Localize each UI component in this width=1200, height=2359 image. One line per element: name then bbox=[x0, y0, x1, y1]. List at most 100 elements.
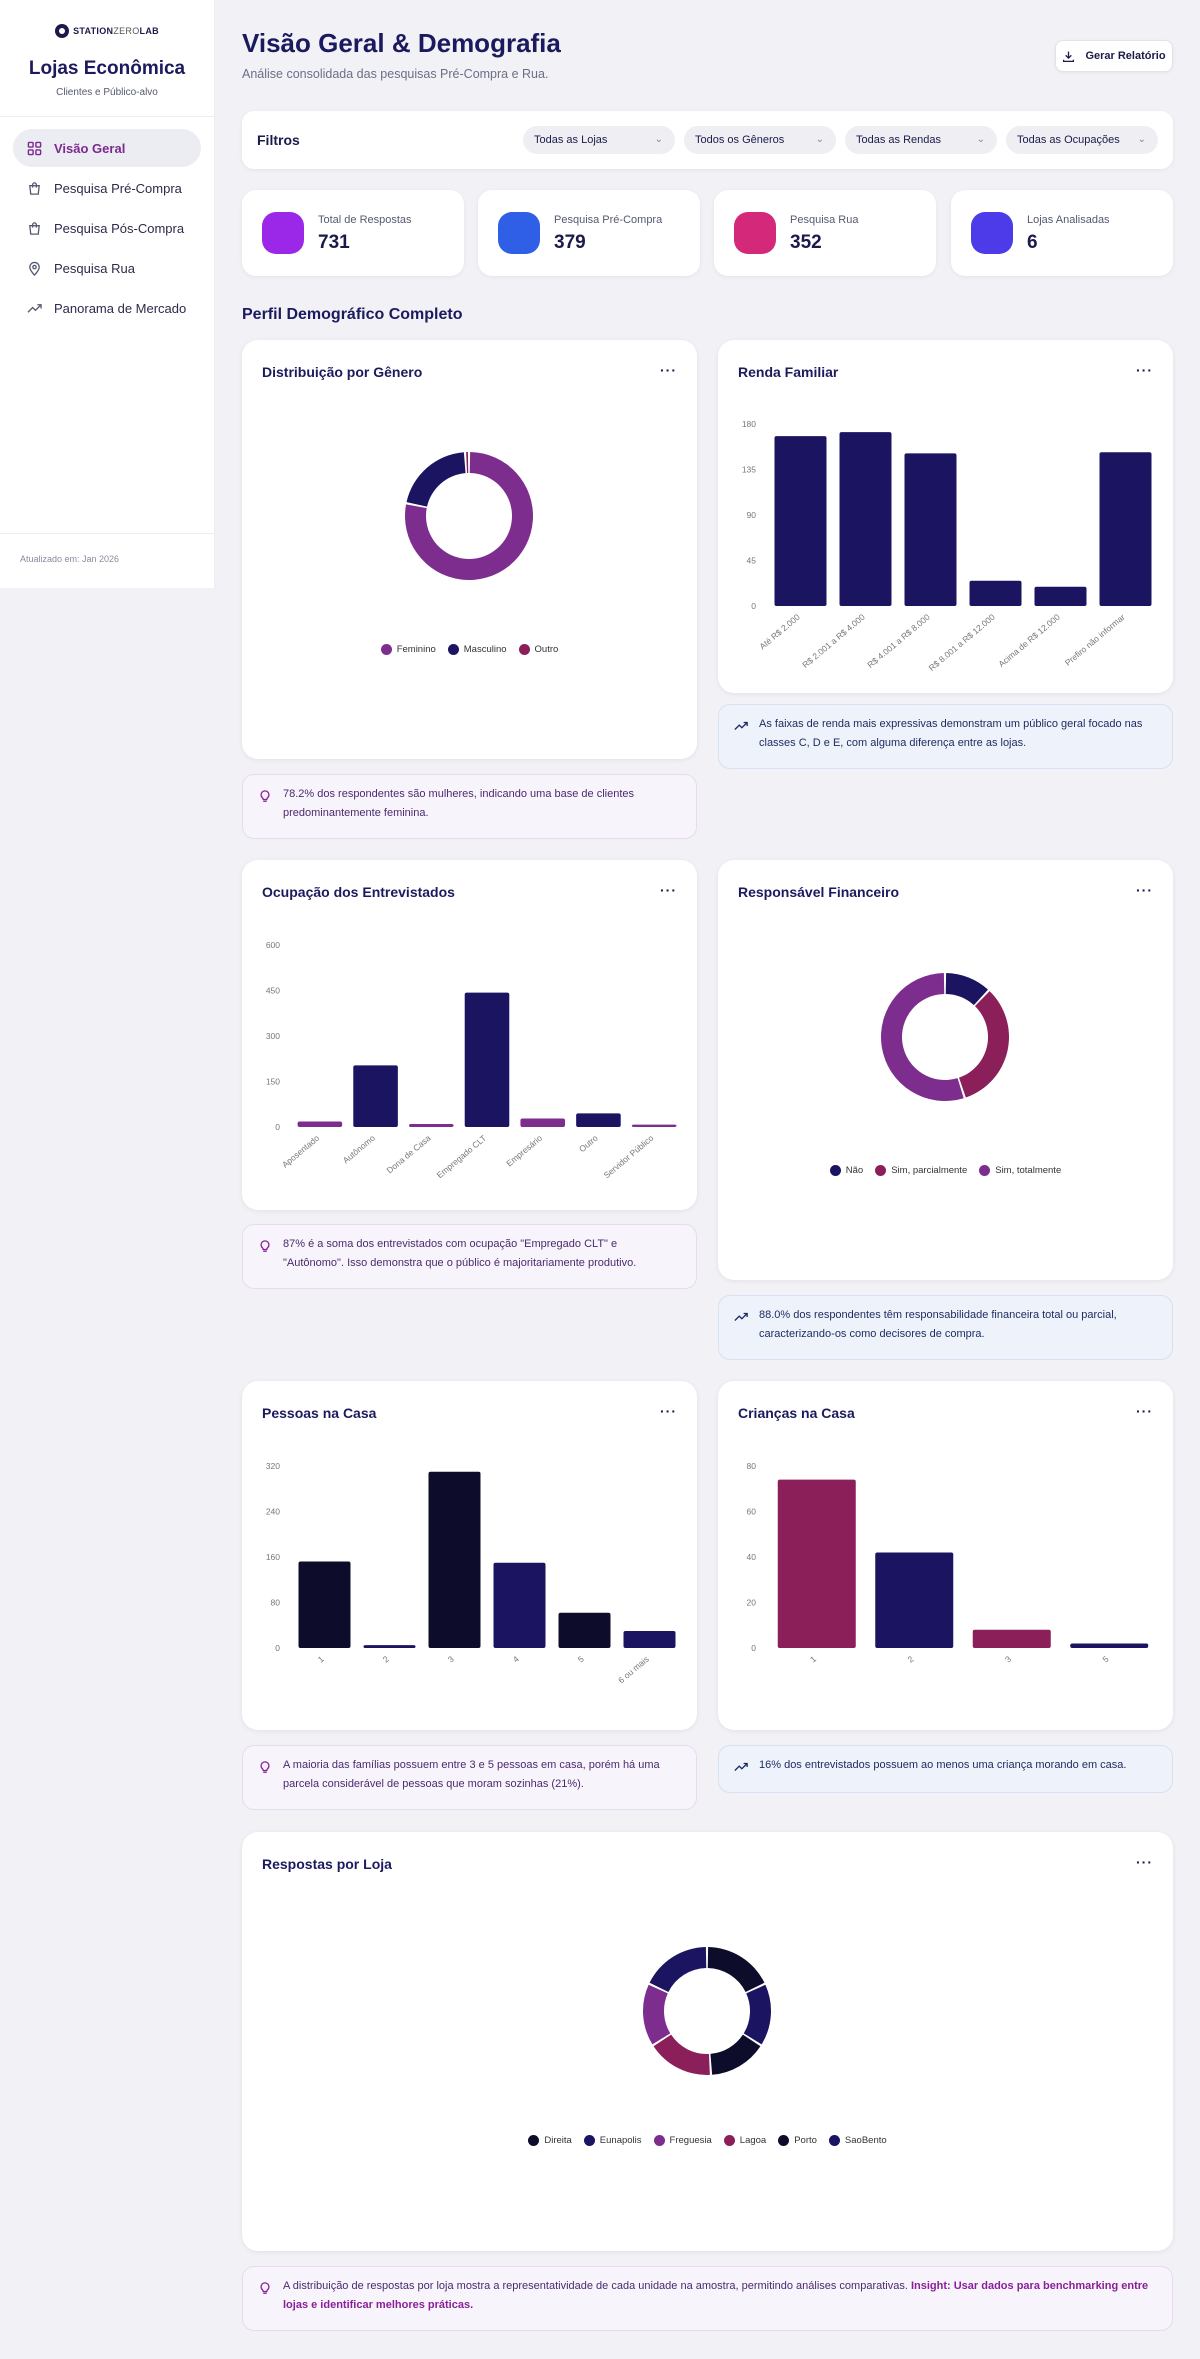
legend-item[interactable]: Não bbox=[829, 1165, 863, 1176]
bar[interactable] bbox=[623, 1630, 676, 1648]
more-options-button[interactable]: ··· bbox=[660, 362, 677, 378]
gender-filter-select[interactable]: Todos os Gêneros ⌄ bbox=[684, 126, 836, 154]
legend-label: Feminino bbox=[396, 644, 436, 655]
trending-up-icon bbox=[734, 1762, 748, 1771]
sidebar-item-pesquisa-rua[interactable]: Pesquisa Rua bbox=[13, 249, 201, 287]
y-tick-label: 0 bbox=[275, 1122, 280, 1132]
more-options-button[interactable]: ··· bbox=[1136, 1403, 1153, 1419]
legend-item[interactable]: Sim, parcialmente bbox=[875, 1165, 967, 1176]
bar[interactable] bbox=[904, 453, 957, 606]
sidebar-item-pesquisa-pre-compra[interactable]: Pesquisa Pré-Compra bbox=[13, 169, 201, 207]
chevron-down-icon: ⌄ bbox=[654, 134, 663, 145]
stat-label: Total de Respostas bbox=[318, 214, 412, 226]
bar[interactable] bbox=[428, 1471, 481, 1648]
bar[interactable] bbox=[576, 1113, 621, 1127]
stat-value: 731 bbox=[318, 232, 350, 253]
donut-slice[interactable] bbox=[710, 2034, 761, 2075]
bar[interactable] bbox=[297, 1121, 343, 1127]
gender-insight: 78.2% dos respondentes são mulheres, ind… bbox=[242, 774, 697, 839]
children-insight: 16% dos entrevistados possuem ao menos u… bbox=[718, 1745, 1173, 1793]
stat-icon bbox=[734, 212, 776, 254]
x-tick-label: 2 bbox=[905, 1654, 915, 1665]
bar[interactable] bbox=[464, 992, 510, 1127]
bar[interactable] bbox=[631, 1124, 677, 1127]
sidebar-item-panorama-de-mercado[interactable]: Panorama de Mercado bbox=[13, 289, 201, 327]
donut-slice[interactable] bbox=[649, 1947, 707, 1993]
more-options-button[interactable]: ··· bbox=[1136, 1854, 1153, 1870]
legend-item[interactable]: Eunapolis bbox=[583, 2135, 642, 2146]
donut-slice[interactable] bbox=[406, 452, 466, 507]
legend-item[interactable]: Feminino bbox=[380, 644, 436, 655]
legend-item[interactable]: Masculino bbox=[447, 644, 507, 655]
legend-item[interactable]: Outro bbox=[518, 644, 558, 655]
bar[interactable] bbox=[558, 1612, 611, 1648]
bar[interactable] bbox=[298, 1561, 351, 1648]
insight-text: A maioria das famílias possuem entre 3 e… bbox=[283, 1759, 660, 1790]
legend-item[interactable]: Direita bbox=[528, 2135, 572, 2146]
bar[interactable] bbox=[969, 580, 1022, 606]
filters-bar: Filtros Todas as Lojas ⌄ Todos os Gêneros… bbox=[242, 111, 1173, 169]
donut-slice[interactable] bbox=[405, 452, 533, 580]
x-tick-label: Até R$ 2.000 bbox=[757, 612, 802, 652]
y-tick-label: 20 bbox=[747, 1598, 757, 1608]
occupation-filter-select[interactable]: Todas as Ocupações ⌄ bbox=[1006, 126, 1158, 154]
insight-text: 88.0% dos respondentes têm responsabilid… bbox=[759, 1309, 1117, 1340]
legend-swatch bbox=[518, 644, 530, 655]
bar[interactable] bbox=[363, 1645, 416, 1648]
download-icon bbox=[1063, 51, 1075, 62]
y-tick-label: 80 bbox=[747, 1461, 757, 1471]
bar[interactable] bbox=[493, 1562, 546, 1648]
bar[interactable] bbox=[875, 1552, 954, 1648]
brand: STATIONZEROLAB bbox=[0, 24, 214, 38]
bar[interactable] bbox=[353, 1065, 398, 1127]
legend-item[interactable]: Sim, totalmente bbox=[979, 1165, 1061, 1176]
bar[interactable] bbox=[777, 1479, 856, 1648]
legend-label: Lagoa bbox=[739, 2135, 767, 2146]
donut-slice[interactable] bbox=[743, 1984, 771, 2045]
donut-slice[interactable] bbox=[653, 2034, 710, 2075]
legend-item[interactable]: Lagoa bbox=[723, 2135, 767, 2146]
more-options-button[interactable]: ··· bbox=[1136, 882, 1153, 898]
donut-slice[interactable] bbox=[881, 973, 964, 1101]
bar[interactable] bbox=[1034, 586, 1087, 606]
card-title: Renda Familiar bbox=[738, 364, 839, 380]
y-tick-label: 300 bbox=[266, 1031, 280, 1041]
legend-label: Direita bbox=[544, 2135, 572, 2146]
bar[interactable] bbox=[972, 1629, 1051, 1648]
bar[interactable] bbox=[1099, 452, 1152, 606]
legend-item[interactable]: Freguesia bbox=[653, 2135, 712, 2146]
bar[interactable] bbox=[774, 436, 827, 606]
y-tick-label: 80 bbox=[271, 1598, 281, 1608]
legend-swatch bbox=[653, 2135, 665, 2146]
bar[interactable] bbox=[1070, 1643, 1149, 1648]
bar[interactable] bbox=[409, 1123, 454, 1127]
card-title: Ocupação dos Entrevistados bbox=[262, 884, 455, 900]
legend-item[interactable]: SaoBento bbox=[828, 2135, 887, 2146]
donut-slice[interactable] bbox=[466, 452, 469, 474]
insight-highlight: Insight: Usar dados para benchmarking en… bbox=[283, 2280, 1149, 2311]
bar[interactable] bbox=[520, 1118, 565, 1127]
donut-slice[interactable] bbox=[707, 1947, 765, 1993]
income-filter-select[interactable]: Todas as Rendas ⌄ bbox=[845, 126, 997, 154]
insight-text: 87% é a soma dos entrevistados com ocupa… bbox=[283, 1238, 637, 1269]
more-options-button[interactable]: ··· bbox=[660, 1403, 677, 1419]
sidebar-item-visao-geral[interactable]: Visão Geral bbox=[13, 129, 201, 167]
store-filter-select[interactable]: Todas as Lojas ⌄ bbox=[523, 126, 675, 154]
bar[interactable] bbox=[839, 432, 892, 606]
donut-slice[interactable] bbox=[945, 973, 988, 1006]
x-tick-label: Empregado CLT bbox=[435, 1133, 489, 1180]
card-title: Distribuição por Gênero bbox=[262, 364, 423, 380]
sidebar-item-pesquisa-pos-compra[interactable]: Pesquisa Pós-Compra bbox=[13, 209, 201, 247]
donut-slice[interactable] bbox=[643, 1984, 671, 2045]
legend-item[interactable]: Porto bbox=[778, 2135, 817, 2146]
household-chart-card: Pessoas na Casa ··· 0 80 160 240 320 1 2 3 4 5 6 o… bbox=[242, 1381, 697, 1730]
donut-slice[interactable] bbox=[959, 991, 1009, 1098]
chevron-down-icon: ⌄ bbox=[1137, 134, 1146, 145]
more-options-button[interactable]: ··· bbox=[1136, 362, 1153, 378]
gender-chart-card: Distribuição por Gênero ··· Feminino Masc… bbox=[242, 340, 697, 759]
y-tick-label: 450 bbox=[266, 986, 280, 996]
generate-report-button[interactable]: Gerar Relatório bbox=[1055, 40, 1173, 72]
lightbulb-icon bbox=[260, 1761, 270, 1773]
more-options-button[interactable]: ··· bbox=[660, 882, 677, 898]
lightbulb-icon bbox=[260, 790, 270, 802]
